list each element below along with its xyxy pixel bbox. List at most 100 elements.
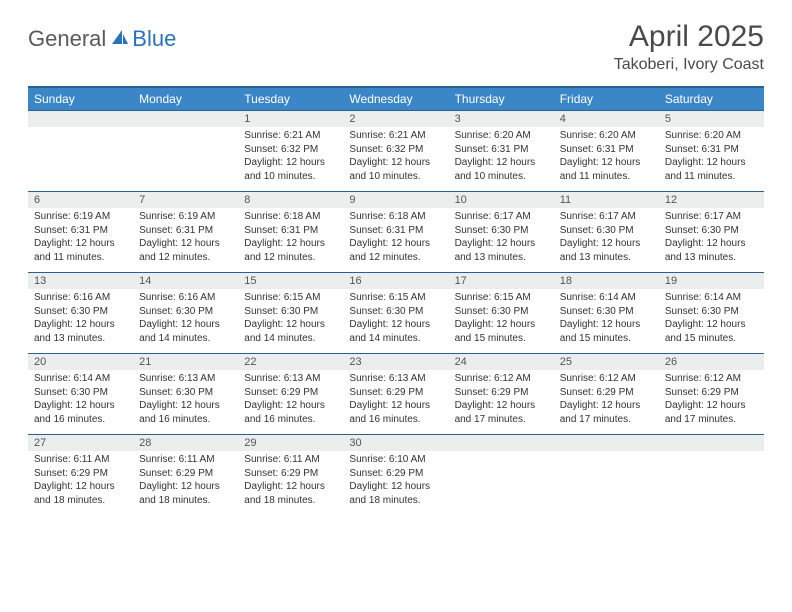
sunset-text: Sunset: 6:30 PM <box>244 305 337 319</box>
sunset-text: Sunset: 6:30 PM <box>34 386 127 400</box>
daylight-text: Daylight: 12 hours <box>244 237 337 251</box>
daylight-text: Daylight: 12 hours <box>349 480 442 494</box>
day-cell: Sunrise: 6:16 AMSunset: 6:30 PMDaylight:… <box>133 289 238 354</box>
sunrise-text: Sunrise: 6:15 AM <box>349 291 442 305</box>
daylight-text: Daylight: 12 hours <box>665 318 758 332</box>
day-number: 11 <box>554 192 659 209</box>
day-number: 23 <box>343 354 448 371</box>
day-number-row: 6789101112 <box>28 192 764 209</box>
sunrise-text: Sunrise: 6:14 AM <box>665 291 758 305</box>
daylight-text: and 18 minutes. <box>34 494 127 508</box>
sunset-text: Sunset: 6:30 PM <box>455 305 548 319</box>
day-cell: Sunrise: 6:15 AMSunset: 6:30 PMDaylight:… <box>449 289 554 354</box>
sunrise-text: Sunrise: 6:13 AM <box>349 372 442 386</box>
weekday-header: Tuesday <box>238 87 343 111</box>
day-number: 18 <box>554 273 659 290</box>
day-number: 8 <box>238 192 343 209</box>
daylight-text: Daylight: 12 hours <box>244 399 337 413</box>
daylight-text: Daylight: 12 hours <box>665 399 758 413</box>
daylight-text: and 18 minutes. <box>139 494 232 508</box>
day-cell: Sunrise: 6:18 AMSunset: 6:31 PMDaylight:… <box>238 208 343 273</box>
header: General Blue April 2025 Takoberi, Ivory … <box>28 20 764 74</box>
day-cell: Sunrise: 6:12 AMSunset: 6:29 PMDaylight:… <box>449 370 554 435</box>
sunset-text: Sunset: 6:30 PM <box>665 224 758 238</box>
sunrise-text: Sunrise: 6:13 AM <box>139 372 232 386</box>
daylight-text: and 18 minutes. <box>349 494 442 508</box>
day-number: 6 <box>28 192 133 209</box>
daylight-text: and 15 minutes. <box>560 332 653 346</box>
day-number: 30 <box>343 435 448 452</box>
day-cell: Sunrise: 6:20 AMSunset: 6:31 PMDaylight:… <box>659 127 764 192</box>
sunset-text: Sunset: 6:29 PM <box>560 386 653 400</box>
sunrise-text: Sunrise: 6:15 AM <box>244 291 337 305</box>
day-cell: Sunrise: 6:12 AMSunset: 6:29 PMDaylight:… <box>554 370 659 435</box>
sunset-text: Sunset: 6:32 PM <box>349 143 442 157</box>
day-cell: Sunrise: 6:14 AMSunset: 6:30 PMDaylight:… <box>554 289 659 354</box>
daylight-text: and 16 minutes. <box>349 413 442 427</box>
location-label: Takoberi, Ivory Coast <box>614 56 764 74</box>
sunset-text: Sunset: 6:30 PM <box>560 224 653 238</box>
sunrise-text: Sunrise: 6:11 AM <box>139 453 232 467</box>
weekday-header-row: Sunday Monday Tuesday Wednesday Thursday… <box>28 87 764 111</box>
day-number: 14 <box>133 273 238 290</box>
day-cell: Sunrise: 6:11 AMSunset: 6:29 PMDaylight:… <box>133 451 238 515</box>
daylight-text: Daylight: 12 hours <box>455 156 548 170</box>
sunset-text: Sunset: 6:31 PM <box>560 143 653 157</box>
daylight-text: and 15 minutes. <box>665 332 758 346</box>
sunset-text: Sunset: 6:30 PM <box>455 224 548 238</box>
day-number: 26 <box>659 354 764 371</box>
sunrise-text: Sunrise: 6:12 AM <box>665 372 758 386</box>
month-title: April 2025 <box>614 20 764 54</box>
day-number: 27 <box>28 435 133 452</box>
day-cell <box>28 127 133 192</box>
day-cell: Sunrise: 6:17 AMSunset: 6:30 PMDaylight:… <box>554 208 659 273</box>
sunrise-text: Sunrise: 6:20 AM <box>665 129 758 143</box>
sunset-text: Sunset: 6:30 PM <box>560 305 653 319</box>
day-cell: Sunrise: 6:10 AMSunset: 6:29 PMDaylight:… <box>343 451 448 515</box>
sunset-text: Sunset: 6:30 PM <box>139 305 232 319</box>
daylight-text: and 16 minutes. <box>139 413 232 427</box>
daylight-text: and 11 minutes. <box>665 170 758 184</box>
weekday-header: Friday <box>554 87 659 111</box>
daylight-text: and 12 minutes. <box>349 251 442 265</box>
day-number: 12 <box>659 192 764 209</box>
daylight-text: Daylight: 12 hours <box>665 237 758 251</box>
daylight-text: and 11 minutes. <box>560 170 653 184</box>
day-number: 1 <box>238 111 343 128</box>
sunrise-text: Sunrise: 6:16 AM <box>139 291 232 305</box>
daylight-text: Daylight: 12 hours <box>139 318 232 332</box>
sunset-text: Sunset: 6:29 PM <box>244 467 337 481</box>
day-number-row: 13141516171819 <box>28 273 764 290</box>
daylight-text: Daylight: 12 hours <box>455 237 548 251</box>
daylight-text: and 12 minutes. <box>244 251 337 265</box>
sunset-text: Sunset: 6:29 PM <box>455 386 548 400</box>
logo: General Blue <box>28 26 176 52</box>
day-content-row: Sunrise: 6:11 AMSunset: 6:29 PMDaylight:… <box>28 451 764 515</box>
day-number: 13 <box>28 273 133 290</box>
daylight-text: and 18 minutes. <box>244 494 337 508</box>
day-number <box>28 111 133 128</box>
sunset-text: Sunset: 6:29 PM <box>349 467 442 481</box>
day-cell <box>554 451 659 515</box>
day-number: 17 <box>449 273 554 290</box>
day-number: 9 <box>343 192 448 209</box>
day-number: 24 <box>449 354 554 371</box>
day-cell: Sunrise: 6:21 AMSunset: 6:32 PMDaylight:… <box>343 127 448 192</box>
day-cell: Sunrise: 6:13 AMSunset: 6:29 PMDaylight:… <box>238 370 343 435</box>
day-cell: Sunrise: 6:15 AMSunset: 6:30 PMDaylight:… <box>238 289 343 354</box>
day-number: 19 <box>659 273 764 290</box>
day-number: 25 <box>554 354 659 371</box>
daylight-text: and 14 minutes. <box>244 332 337 346</box>
day-cell: Sunrise: 6:21 AMSunset: 6:32 PMDaylight:… <box>238 127 343 192</box>
daylight-text: Daylight: 12 hours <box>34 318 127 332</box>
sunrise-text: Sunrise: 6:19 AM <box>34 210 127 224</box>
sunset-text: Sunset: 6:31 PM <box>139 224 232 238</box>
day-number: 10 <box>449 192 554 209</box>
day-number: 29 <box>238 435 343 452</box>
title-block: April 2025 Takoberi, Ivory Coast <box>614 20 764 74</box>
day-cell: Sunrise: 6:18 AMSunset: 6:31 PMDaylight:… <box>343 208 448 273</box>
sunset-text: Sunset: 6:29 PM <box>34 467 127 481</box>
daylight-text: and 17 minutes. <box>455 413 548 427</box>
daylight-text: Daylight: 12 hours <box>139 480 232 494</box>
daylight-text: and 10 minutes. <box>455 170 548 184</box>
